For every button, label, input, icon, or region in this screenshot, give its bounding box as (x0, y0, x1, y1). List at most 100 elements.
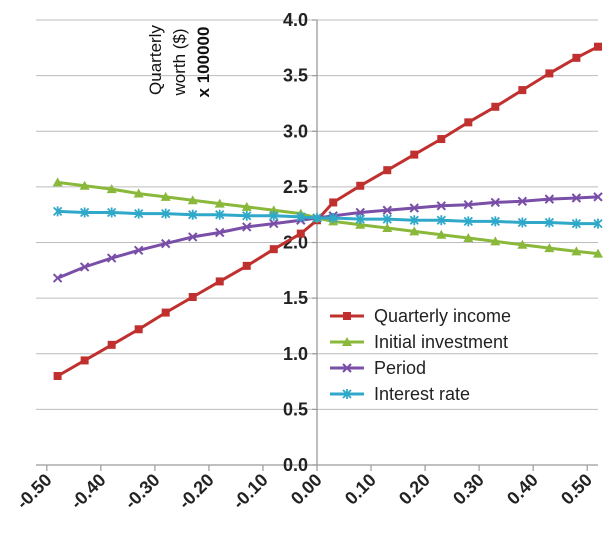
y-axis-label: Quarterly worth ($) x 100000 (146, 25, 213, 98)
data-point (268, 205, 279, 215)
data-point (545, 69, 554, 78)
legend-swatch-marker (342, 389, 352, 399)
y-tick-label: 3.0 (283, 121, 308, 141)
data-point (79, 207, 90, 218)
legend-item: Initial investment (330, 332, 508, 352)
data-point (269, 210, 279, 221)
legend-label: Period (374, 358, 426, 378)
series-line (56, 45, 599, 378)
data-point (161, 308, 170, 317)
x-tick-label: 0.50 (557, 470, 596, 509)
data-point (544, 194, 555, 204)
legend: Quarterly income Initial investment Period… (330, 306, 511, 404)
data-point (188, 232, 198, 242)
legend-item: Interest rate (330, 384, 470, 404)
data-point (409, 203, 419, 213)
data-point (571, 193, 582, 203)
data-point (463, 233, 474, 243)
data-point (594, 42, 602, 51)
data-point (215, 209, 225, 220)
legend-label: Initial investment (374, 332, 508, 352)
data-point (52, 273, 63, 283)
data-point (269, 245, 278, 254)
data-point (328, 213, 338, 224)
data-point (593, 248, 603, 258)
x-tick-label: 0.20 (395, 470, 434, 509)
data-point (355, 219, 366, 229)
y-tick-labels: 0.00.51.01.52.02.53.03.54.0 (283, 10, 308, 475)
axes (36, 19, 598, 471)
legend-swatch-marker (343, 312, 351, 320)
data-point (312, 213, 322, 224)
legend-swatch-marker (342, 363, 352, 373)
data-point (436, 229, 447, 239)
data-point (106, 253, 117, 263)
x-tick-label: -0.10 (229, 470, 272, 513)
data-series (52, 42, 603, 380)
data-point (571, 218, 582, 229)
data-point (296, 211, 306, 222)
data-point (269, 218, 279, 229)
y-tick-label: 1.5 (283, 288, 308, 308)
data-point (491, 102, 500, 111)
data-point (134, 325, 143, 334)
y-axis-label-line-1: Quarterly (146, 25, 165, 95)
data-point (215, 227, 225, 238)
data-point (517, 196, 528, 207)
data-point (490, 216, 500, 227)
legend-label: Interest rate (374, 384, 470, 404)
data-point (383, 166, 392, 175)
y-tick-label: 3.5 (283, 66, 308, 86)
y-axis-label-line-2: worth ($) (170, 28, 189, 96)
data-point (329, 198, 338, 207)
data-point (52, 206, 63, 217)
data-point (463, 216, 473, 227)
data-point (187, 195, 198, 205)
data-point (241, 201, 252, 211)
data-point (490, 236, 501, 246)
data-point (133, 188, 144, 198)
x-tick-label: 0.10 (341, 470, 380, 509)
legend-item: Period (330, 358, 426, 378)
series-line (57, 209, 598, 226)
series-line (57, 180, 599, 256)
data-point (593, 218, 603, 229)
x-tick-label: -0.50 (12, 470, 55, 513)
data-point (160, 191, 171, 201)
data-point (409, 226, 420, 236)
x-tick-label: -0.40 (67, 470, 110, 513)
y-tick-label: 2.5 (283, 177, 308, 197)
data-point (544, 243, 555, 253)
data-point (107, 207, 117, 218)
data-point (242, 261, 251, 270)
y-axis-label-line-3: x 100000 (194, 27, 213, 98)
data-point (382, 223, 393, 233)
x-tick-labels: -0.50 -0.40 -0.30 -0.20 -0.10 0.00 0.10 0.20 0.3… (12, 470, 596, 513)
data-point (106, 184, 117, 194)
data-point (356, 181, 365, 190)
data-point (134, 208, 144, 219)
data-point (436, 201, 446, 211)
data-point (571, 246, 582, 256)
x-tick-label: 0.40 (503, 470, 542, 509)
data-point (437, 135, 446, 144)
data-point (52, 177, 63, 187)
data-point (544, 217, 555, 228)
y-tick-label: 0.0 (283, 455, 308, 475)
data-point (436, 215, 446, 226)
data-point (215, 277, 224, 286)
data-point (133, 245, 144, 255)
data-point (382, 214, 392, 225)
data-point (355, 214, 365, 225)
data-point (464, 118, 473, 127)
data-point (242, 222, 252, 232)
data-point (214, 198, 225, 208)
data-point (410, 150, 419, 159)
data-point (160, 238, 171, 249)
y-tick-label: 0.5 (283, 399, 308, 419)
data-point (517, 239, 528, 249)
data-point (242, 210, 252, 221)
x-tick-label: 0.00 (287, 470, 326, 509)
y-tick-label: 4.0 (283, 10, 308, 30)
